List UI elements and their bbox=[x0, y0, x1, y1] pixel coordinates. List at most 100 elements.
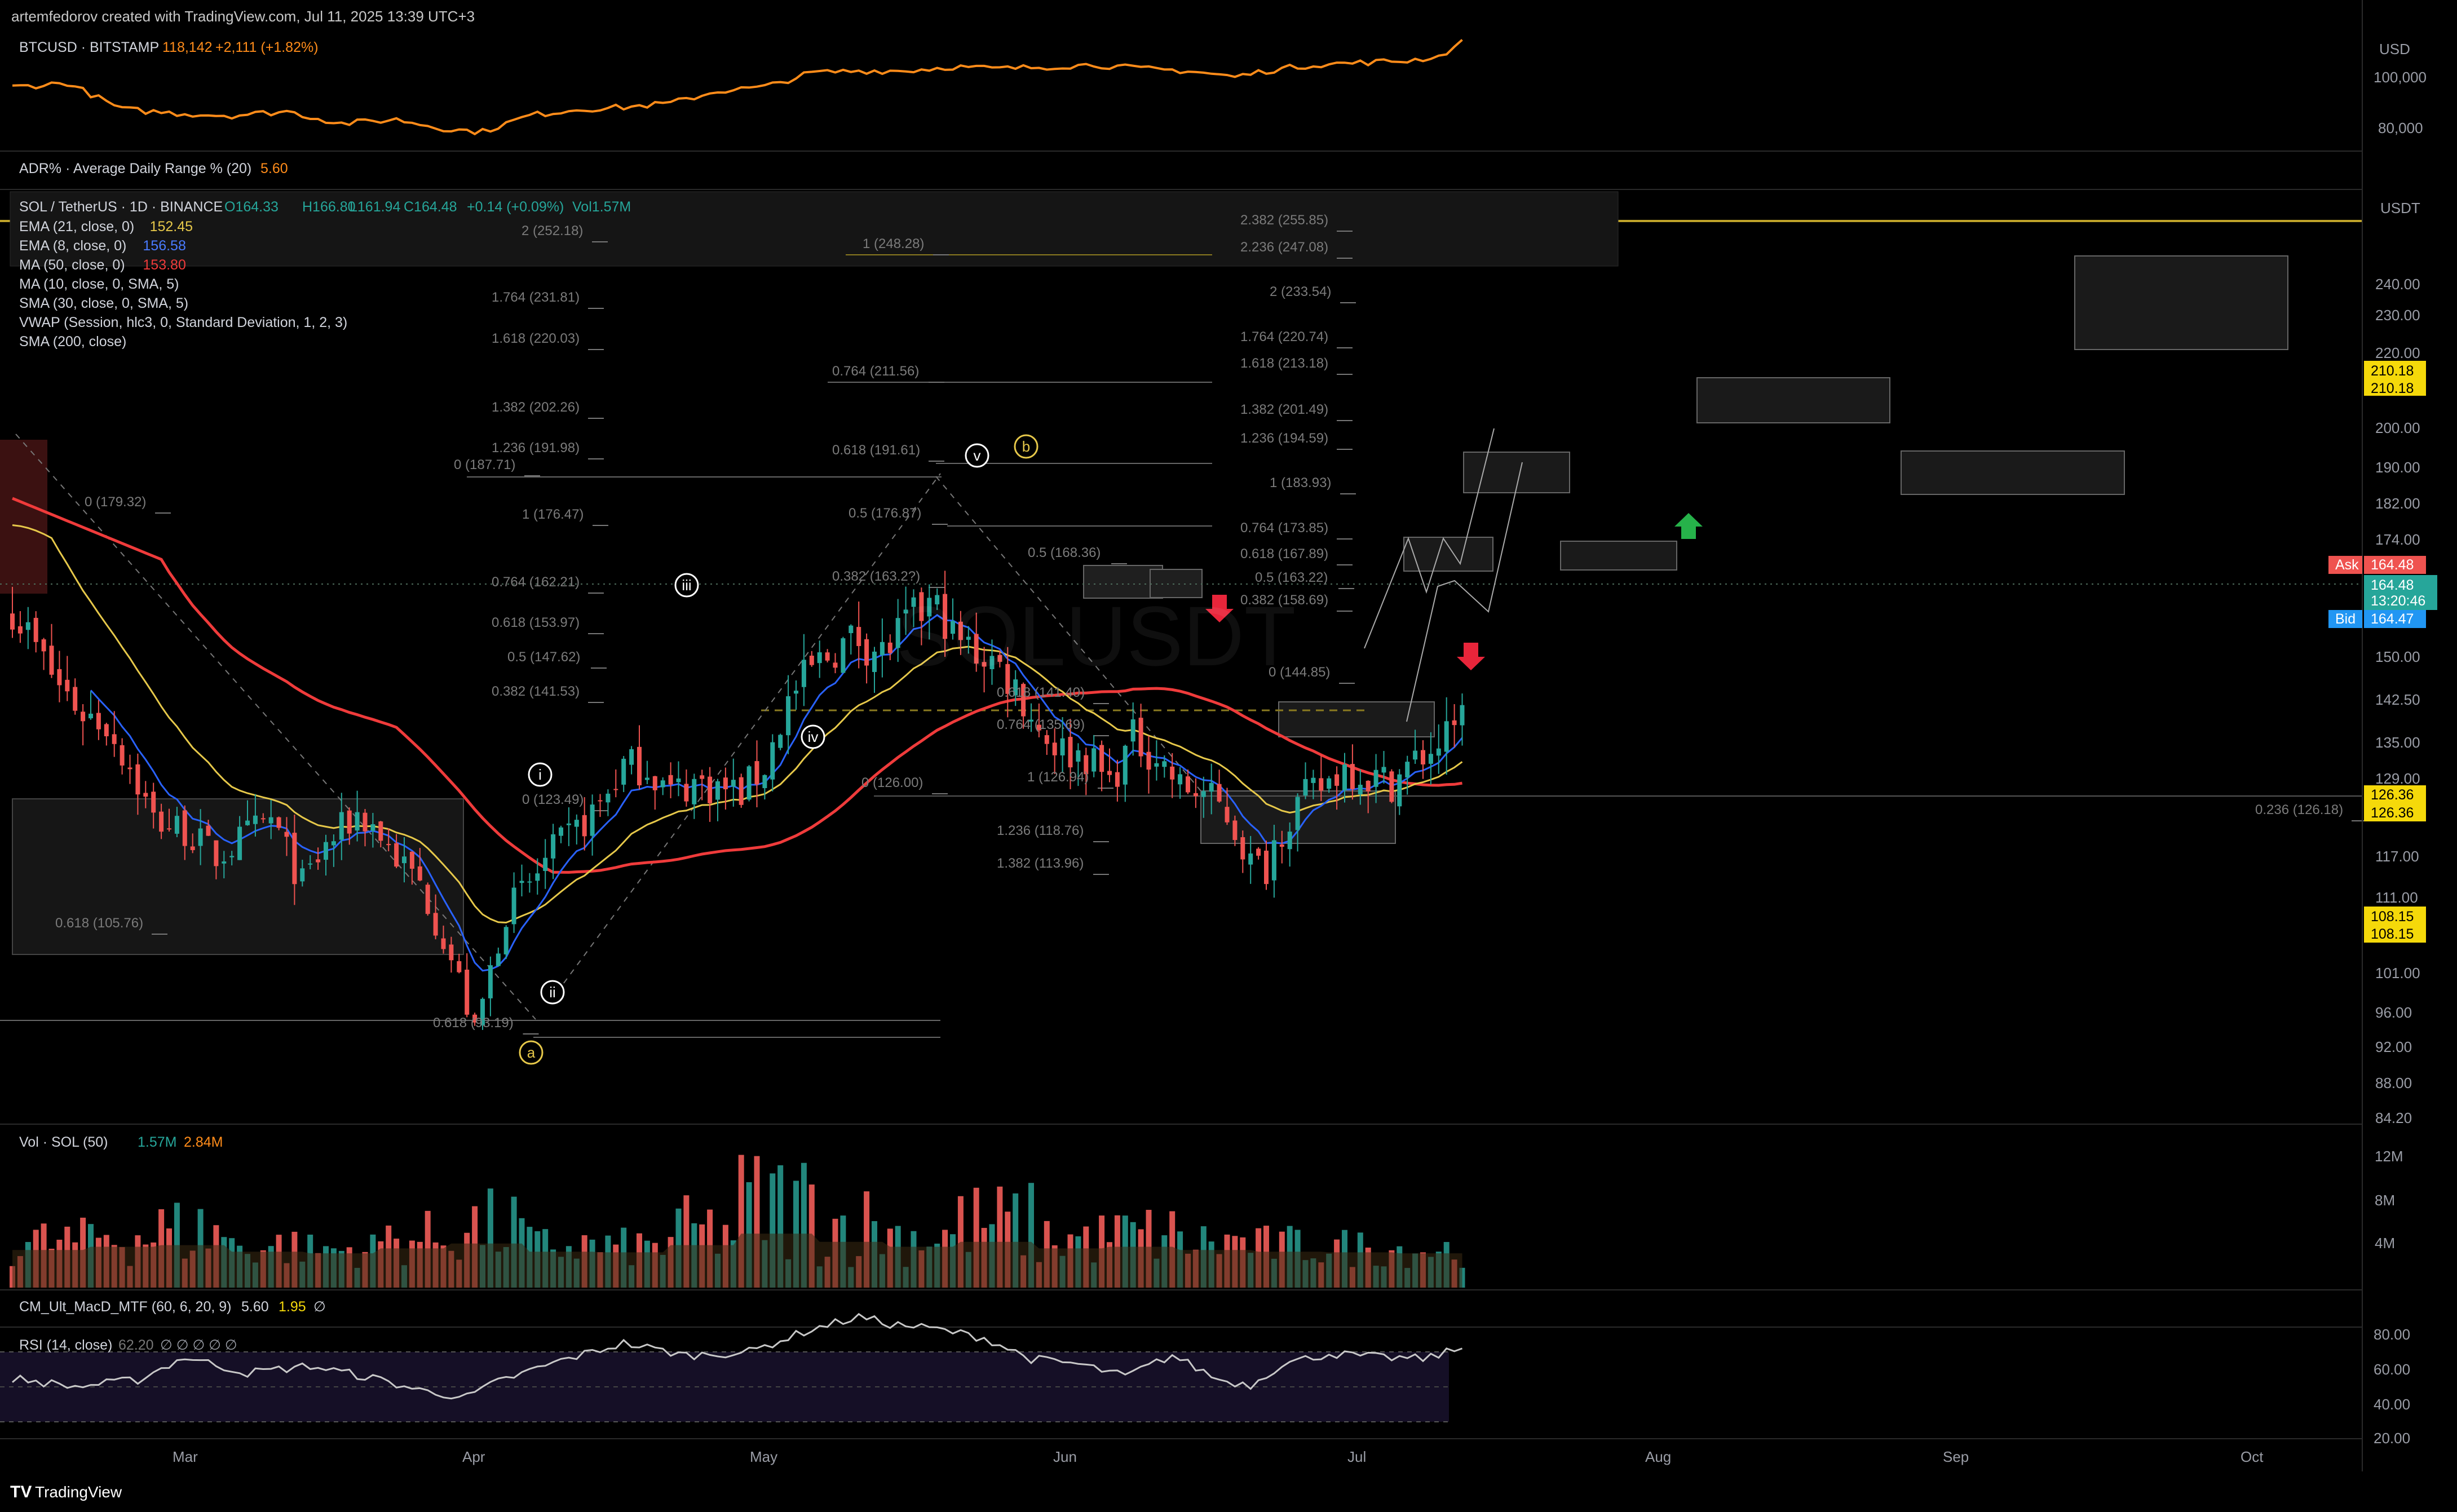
time-label-mar: Mar bbox=[173, 1448, 198, 1465]
candle bbox=[739, 773, 744, 808]
btc-pane[interactable]: BTCUSD · BITSTAMP 118,142 +2,111 (+1.82%… bbox=[0, 39, 2427, 152]
volume-bar bbox=[754, 1156, 760, 1288]
candle bbox=[1060, 717, 1065, 772]
up-arrow-aug-icon bbox=[1674, 513, 1703, 539]
rsi-pane[interactable]: RSI (14, close) 62.20 ∅ ∅ ∅ ∅ ∅ 80.00 60… bbox=[0, 1312, 2410, 1447]
volume-bar bbox=[683, 1195, 690, 1288]
candle bbox=[182, 805, 187, 860]
tradingview-brand-text: TradingView bbox=[35, 1483, 122, 1501]
price-tick: 200.00 bbox=[2375, 419, 2420, 436]
candle bbox=[347, 807, 352, 845]
adr-pane[interactable]: ADR% · Average Daily Range % (20) 5.60 bbox=[0, 161, 2362, 190]
candle bbox=[503, 925, 509, 960]
candle bbox=[1436, 724, 1441, 774]
candle bbox=[989, 639, 995, 685]
fib-label: 0 (123.49) bbox=[522, 792, 584, 807]
candle bbox=[355, 790, 360, 842]
indicator-legend-name: SMA (30, close, 0, SMA, 5) bbox=[19, 295, 188, 311]
svg-text:v: v bbox=[974, 447, 981, 464]
fib-label: 0.5 (147.62) bbox=[507, 649, 580, 665]
candle bbox=[809, 651, 814, 667]
candle bbox=[457, 953, 462, 974]
price-tick: 84.20 bbox=[2375, 1109, 2412, 1126]
candle bbox=[833, 653, 838, 674]
volume-bar bbox=[770, 1173, 776, 1288]
fib-label: 0.618 (153.97) bbox=[492, 615, 580, 630]
down-arrow-jul-icon bbox=[1457, 643, 1485, 670]
fib-label: 1.236 (191.98) bbox=[492, 440, 580, 456]
macd-pane[interactable]: CM_Ult_MacD_MTF (60, 6, 20, 9) 5.60 1.95… bbox=[0, 1289, 2362, 1328]
reference-lines bbox=[0, 254, 2362, 1038]
rsi-legend-name: RSI (14, close) bbox=[19, 1337, 112, 1353]
candle bbox=[1193, 778, 1198, 808]
candle bbox=[65, 656, 70, 701]
candle bbox=[958, 611, 963, 655]
candle bbox=[1013, 670, 1018, 706]
price-tick: 240.00 bbox=[2375, 276, 2420, 293]
fib-label: 2.236 (247.08) bbox=[1240, 240, 1328, 255]
wave-label-iv: iv bbox=[801, 724, 825, 749]
candle bbox=[613, 769, 618, 798]
fib-label: 0 (187.71) bbox=[454, 457, 515, 472]
price-tick: 182.00 bbox=[2375, 495, 2420, 512]
candle bbox=[621, 755, 626, 793]
candle bbox=[433, 894, 438, 940]
candle bbox=[1138, 704, 1143, 767]
candle bbox=[394, 834, 399, 868]
price-tag-108-a: 108.15 bbox=[2371, 909, 2414, 925]
candle bbox=[637, 725, 642, 790]
volume-pane[interactable]: Vol · SOL (50) 1.57M 2.84M 12M 8M 4M bbox=[0, 1124, 2403, 1288]
bid-label: Bid bbox=[2335, 611, 2356, 627]
rsi-tick: 60.00 bbox=[2374, 1361, 2410, 1378]
candle bbox=[1021, 682, 1026, 729]
symbol-watermark: SOLUSDT bbox=[896, 589, 1296, 683]
candle bbox=[417, 848, 422, 882]
candle bbox=[849, 624, 854, 655]
candle bbox=[692, 773, 697, 819]
candle bbox=[535, 858, 540, 895]
candle bbox=[731, 758, 736, 807]
fib-label: 0.618 (105.76) bbox=[55, 916, 143, 931]
candle bbox=[872, 647, 877, 693]
last-price: 164.48 bbox=[2371, 577, 2414, 593]
indicator-legend-value: 153.80 bbox=[143, 257, 185, 273]
volume-bar bbox=[997, 1186, 1003, 1288]
candle bbox=[120, 738, 125, 775]
candle bbox=[1217, 770, 1222, 803]
candle bbox=[480, 997, 485, 1030]
candle bbox=[1350, 744, 1355, 800]
candle bbox=[974, 612, 979, 672]
indicator-legend-name: VWAP (Session, hlc3, 0, Standard Deviati… bbox=[19, 315, 347, 330]
ask-price: 164.48 bbox=[2371, 557, 2414, 573]
candle bbox=[1421, 740, 1425, 779]
time-label-oct: Oct bbox=[2241, 1448, 2264, 1465]
candle bbox=[1154, 740, 1159, 781]
author-watermark: artemfedorov created with TradingView.co… bbox=[11, 8, 475, 25]
svg-text:iii: iii bbox=[682, 577, 691, 594]
tradingview-logo-icon: TV bbox=[10, 1483, 32, 1501]
candle bbox=[17, 611, 23, 643]
tradingview-brand[interactable]: TV TradingView bbox=[10, 1483, 122, 1501]
candle bbox=[841, 636, 846, 673]
candle bbox=[895, 599, 900, 662]
candlestick-series bbox=[10, 571, 1465, 1030]
candle bbox=[465, 953, 470, 1018]
price-tick: 220.00 bbox=[2375, 344, 2420, 361]
indicator-legend-name: EMA (8, close, 0) bbox=[19, 238, 126, 254]
candle bbox=[1130, 702, 1135, 756]
fib-label: 0.618 (167.89) bbox=[1240, 546, 1328, 562]
fib-labels: 2 (252.18) 1.764 (231.81) 1.618 (220.03)… bbox=[55, 213, 2343, 1031]
fib-label: 0.5 (176.87) bbox=[849, 506, 921, 521]
candle bbox=[441, 925, 446, 954]
candle bbox=[363, 809, 368, 847]
last-price-box bbox=[2364, 575, 2437, 610]
main-pane[interactable]: i ii iii iv v a b 2 (252.18) 1.764 (231.… bbox=[0, 0, 2437, 1471]
candle bbox=[684, 769, 689, 807]
vol-legend-v1: 1.57M bbox=[138, 1134, 176, 1150]
down-arrow-jun-icon bbox=[1205, 595, 1234, 622]
price-tick: 230.00 bbox=[2375, 307, 2420, 324]
price-tick: 190.00 bbox=[2375, 459, 2420, 476]
candle bbox=[668, 762, 673, 798]
candle bbox=[1248, 835, 1253, 884]
